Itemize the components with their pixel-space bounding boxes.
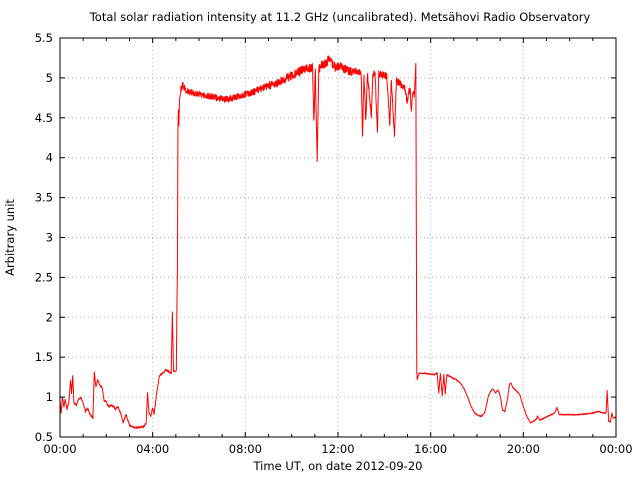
- y-tick-label: 4: [46, 151, 53, 165]
- x-tick-label: 20:00: [507, 442, 540, 456]
- chart-title: Total solar radiation intensity at 11.2 …: [89, 10, 591, 24]
- data-series-layer: [59, 55, 617, 429]
- y-tick-label: 4.5: [35, 111, 53, 125]
- x-axis-label: Time UT, on date 2012-09-20: [253, 459, 423, 473]
- y-tick-label: 2.5: [35, 270, 53, 284]
- x-tick-label: 16:00: [414, 442, 447, 456]
- y-tick-label: 0.5: [35, 430, 53, 444]
- y-tick-label: 5.5: [35, 31, 53, 45]
- y-tick-label: 3: [46, 231, 53, 245]
- grid-lines: [60, 38, 616, 437]
- y-tick-label: 1.5: [35, 350, 53, 364]
- y-tick-label: 5: [46, 71, 53, 85]
- axes-and-ticks: [59, 37, 617, 438]
- x-tick-label: 00:00: [43, 442, 76, 456]
- y-axis-label: Arbitrary unit: [3, 199, 17, 276]
- x-tick-label: 00:00: [599, 442, 632, 456]
- solar-flux-line: [59, 55, 617, 429]
- y-tick-label: 3.5: [35, 191, 53, 205]
- x-tick-label: 04:00: [136, 442, 169, 456]
- y-tick-label: 2: [46, 310, 53, 324]
- x-tick-label: 08:00: [229, 442, 262, 456]
- y-tick-label: 1: [46, 390, 53, 404]
- x-tick-label: 12:00: [321, 442, 354, 456]
- tick-labels: 0.5 1 1.5 2 2.5 3 3.5 4 4.5 5 5.5 00:00 04:00 08:00 12…: [35, 31, 633, 456]
